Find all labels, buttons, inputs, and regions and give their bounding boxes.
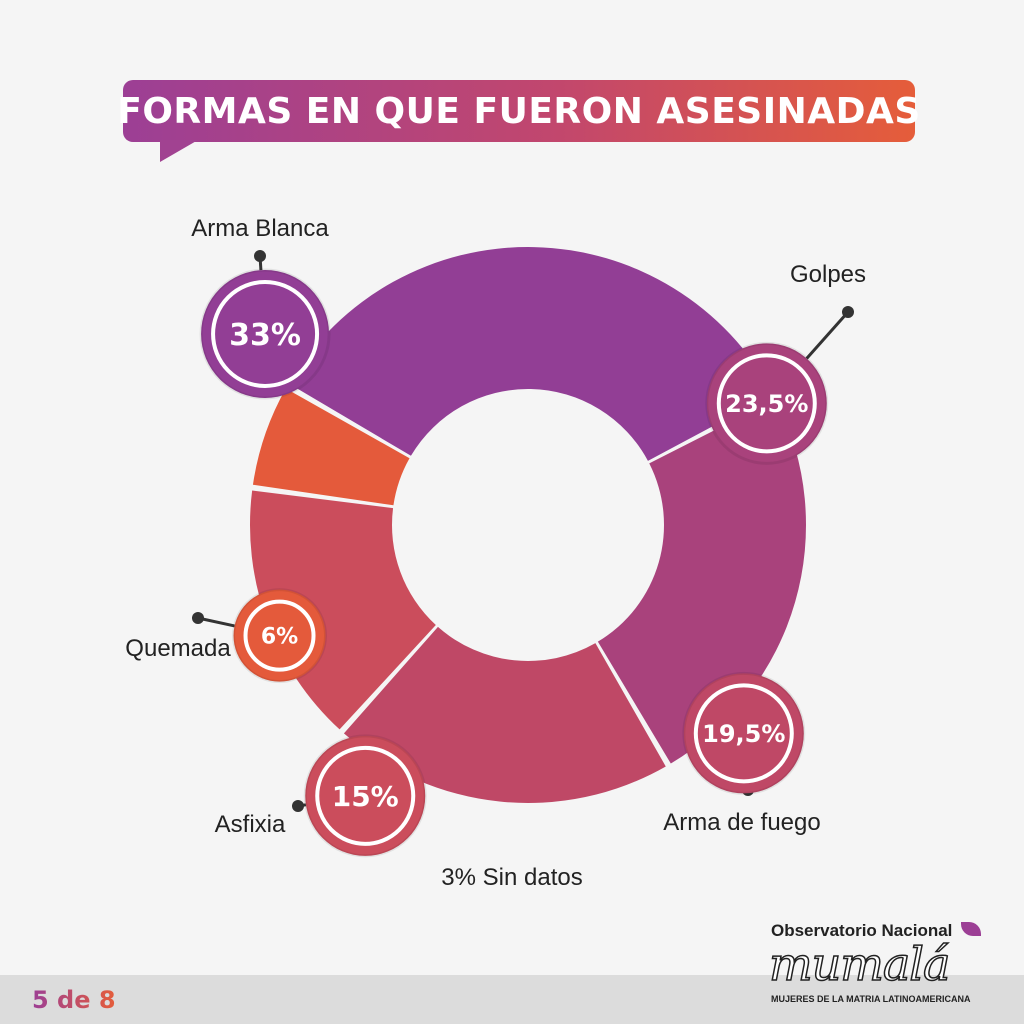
value-label: 33%	[229, 318, 301, 353]
logo-wordmark: mumalá	[768, 937, 951, 991]
leaf-icon	[961, 922, 981, 936]
category-label: Golpes	[790, 261, 866, 288]
logo: Observatorio Nacional mumalá MUJERES DE …	[765, 918, 995, 1008]
value-label: 19,5%	[702, 720, 785, 748]
connector-dot	[192, 612, 204, 624]
value-badge-ring	[693, 683, 794, 784]
value-badge	[199, 268, 331, 400]
category-label: Arma de fuego	[663, 809, 820, 836]
value-badge-ring	[243, 599, 316, 672]
connector-line	[805, 311, 850, 360]
slice-quemada	[252, 388, 410, 506]
slice-golpes	[597, 399, 806, 764]
value-badge	[682, 671, 806, 795]
logo-subtitle: MUJERES DE LA MATRIA LATINOAMERICANA	[771, 994, 971, 1004]
value-badge	[303, 734, 427, 858]
title-banner: FORMAS EN QUE FUERON ASESINADAS	[117, 80, 920, 142]
value-badge-ring	[716, 353, 817, 454]
footer-bar	[0, 975, 1024, 1024]
value-label: 23,5%	[725, 390, 808, 418]
category-label: Asfixia	[215, 811, 286, 838]
value-badge	[705, 341, 829, 465]
slice-arma-blanca	[288, 246, 774, 461]
connector-dot	[254, 250, 266, 262]
slice-arma-de-fuego	[343, 626, 666, 804]
chart-title: FORMAS EN QUE FUERON ASESINADAS	[117, 90, 921, 132]
chart-note: 3% Sin datos	[441, 864, 583, 891]
category-label: Arma Blanca	[191, 215, 329, 242]
value-badge-ring	[211, 279, 320, 388]
value-label: 6%	[261, 625, 298, 650]
connector-dot	[842, 306, 854, 318]
page-counter: 5 de 8	[32, 986, 116, 1014]
value-badge-ring	[315, 745, 416, 846]
value-label: 15%	[332, 780, 399, 813]
logo-title: Observatorio Nacional	[771, 921, 953, 940]
connector-line	[197, 616, 235, 628]
connector-dot	[292, 800, 304, 812]
title-banner-tail	[160, 140, 198, 162]
category-label: Quemada	[125, 635, 231, 662]
